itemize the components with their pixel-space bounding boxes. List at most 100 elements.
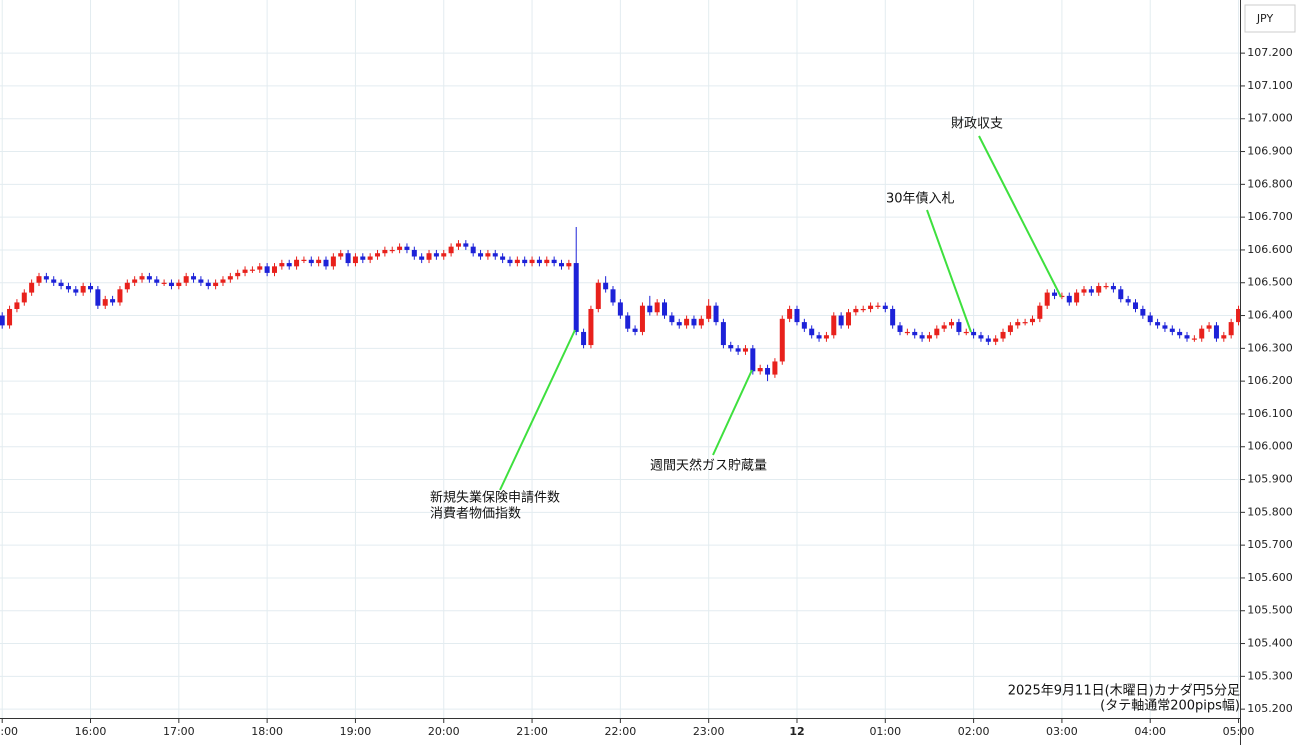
candle-body bbox=[14, 302, 20, 309]
candle-body bbox=[308, 259, 314, 264]
candle-body bbox=[720, 322, 726, 346]
candle-body bbox=[1236, 308, 1240, 323]
candle-body bbox=[1037, 305, 1043, 319]
x-tick-label: 15:00 bbox=[0, 725, 18, 738]
annotation-line bbox=[499, 329, 576, 491]
candle-body bbox=[367, 256, 373, 260]
candle-body bbox=[161, 282, 167, 284]
annotation-line bbox=[978, 135, 1062, 298]
candle-body bbox=[1228, 322, 1234, 336]
candle-body bbox=[845, 312, 852, 326]
y-tick-label: 106.900 bbox=[1247, 145, 1293, 158]
candle-body bbox=[500, 256, 506, 260]
x-tick-label: 16:00 bbox=[75, 725, 107, 738]
candle-body bbox=[146, 276, 152, 280]
candle-body bbox=[941, 325, 947, 329]
x-tick-label: 01:00 bbox=[869, 725, 901, 738]
candle-body bbox=[1081, 289, 1087, 293]
y-tick-label: 106.500 bbox=[1247, 276, 1293, 289]
candle-body bbox=[1059, 295, 1065, 298]
x-tick-label: 18:00 bbox=[251, 725, 283, 738]
candle-body bbox=[1191, 338, 1197, 340]
candle-body bbox=[404, 246, 410, 250]
y-tick-label: 106.400 bbox=[1247, 309, 1293, 322]
candle-body bbox=[882, 305, 888, 309]
candle-body bbox=[536, 259, 542, 264]
candle-body bbox=[573, 263, 579, 332]
candle-body bbox=[860, 308, 866, 311]
candle-body bbox=[1000, 331, 1006, 339]
candle-body bbox=[1052, 292, 1058, 296]
candle-body bbox=[978, 335, 984, 339]
candle-body bbox=[1162, 325, 1168, 329]
candle-body bbox=[963, 331, 969, 334]
y-tick-label: 106.700 bbox=[1247, 210, 1293, 223]
candle-body bbox=[441, 253, 447, 257]
candle-body bbox=[794, 308, 800, 323]
candle-body bbox=[919, 335, 925, 339]
candle-body bbox=[581, 331, 587, 346]
candle-body bbox=[617, 302, 623, 316]
y-tick-label: 105.200 bbox=[1247, 702, 1293, 715]
candle-body bbox=[1199, 328, 1205, 339]
candle-body bbox=[139, 276, 145, 280]
y-tick-label: 107.200 bbox=[1247, 46, 1293, 59]
candle-body bbox=[389, 249, 395, 252]
candle-body bbox=[65, 286, 71, 290]
candle-body bbox=[890, 308, 896, 326]
candle-body bbox=[610, 289, 616, 303]
candle-body bbox=[227, 276, 233, 280]
candle-body bbox=[588, 308, 594, 346]
candle-body bbox=[1007, 325, 1013, 332]
candle-body bbox=[507, 259, 513, 264]
candle-body bbox=[669, 315, 675, 323]
candle-body bbox=[728, 345, 734, 349]
candle-body bbox=[779, 318, 785, 362]
candle-body bbox=[51, 279, 57, 283]
candle-body bbox=[80, 286, 86, 293]
candle-body bbox=[698, 318, 704, 326]
y-tick-label: 105.400 bbox=[1247, 637, 1293, 650]
y-tick-label: 105.800 bbox=[1247, 505, 1293, 518]
currency-box bbox=[1244, 4, 1296, 33]
candle-body bbox=[183, 276, 189, 283]
y-tick-label: 107.000 bbox=[1247, 112, 1293, 125]
candle-body bbox=[360, 256, 366, 260]
candle-body bbox=[301, 259, 307, 261]
candle-body bbox=[529, 259, 535, 264]
y-tick-label: 105.300 bbox=[1247, 669, 1293, 682]
candle-body bbox=[0, 315, 5, 326]
x-tick-label: 19:00 bbox=[340, 725, 372, 738]
candle-body bbox=[544, 259, 550, 264]
candle-body bbox=[926, 335, 932, 339]
candle-body bbox=[551, 259, 557, 264]
candle-body bbox=[1029, 318, 1035, 323]
candle-body bbox=[912, 331, 918, 336]
candle-body bbox=[654, 302, 660, 313]
candle-body bbox=[1088, 289, 1094, 293]
candle-body bbox=[809, 328, 815, 336]
candle-body bbox=[787, 308, 793, 319]
y-tick-label: 105.900 bbox=[1247, 473, 1293, 486]
candle-body bbox=[117, 289, 123, 303]
candle-body bbox=[1184, 335, 1190, 339]
candle-body bbox=[742, 348, 748, 352]
candle-body bbox=[198, 279, 204, 283]
candle-body bbox=[1177, 331, 1183, 336]
candle-body bbox=[838, 315, 844, 326]
candle-body bbox=[1213, 325, 1219, 339]
y-tick-label: 107.100 bbox=[1247, 79, 1293, 92]
candle-body bbox=[191, 276, 197, 280]
candle-body bbox=[676, 322, 682, 326]
plot-area bbox=[0, 226, 1240, 382]
x-tick-label: 17:00 bbox=[163, 725, 195, 738]
candle-body bbox=[868, 305, 874, 309]
candle-body bbox=[323, 259, 329, 267]
candle-body bbox=[750, 348, 756, 372]
candle-body bbox=[1110, 286, 1116, 290]
x-tick-label: 23:00 bbox=[693, 725, 725, 738]
currency-label: JPY bbox=[1256, 12, 1274, 25]
candle-body bbox=[662, 302, 668, 316]
candle-body bbox=[595, 282, 601, 309]
candle-body bbox=[426, 253, 432, 260]
